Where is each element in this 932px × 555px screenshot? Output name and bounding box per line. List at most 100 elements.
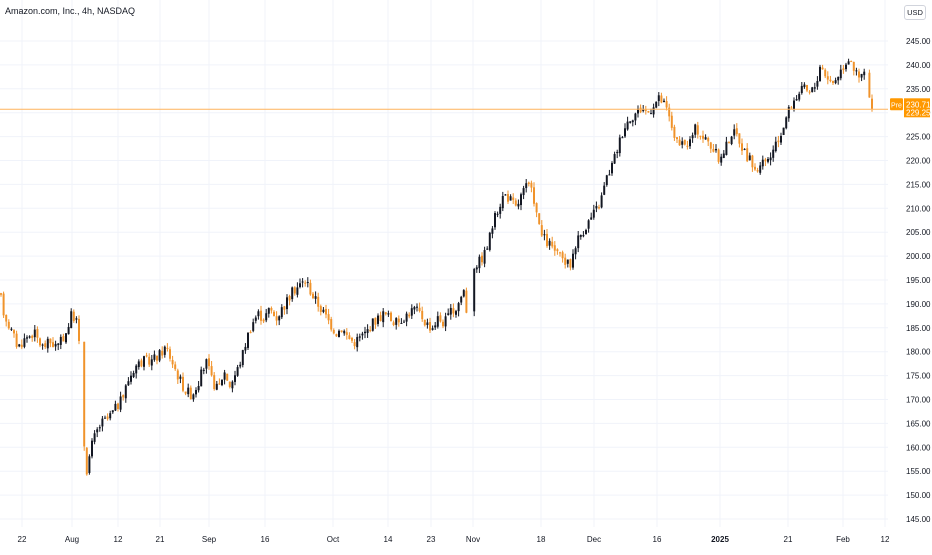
candle bbox=[140, 358, 143, 368]
time-tick-label: 23 bbox=[427, 535, 436, 544]
candle-body bbox=[403, 321, 405, 323]
candle bbox=[600, 192, 603, 209]
candle-body bbox=[728, 141, 730, 143]
candle-body bbox=[725, 141, 728, 155]
candle bbox=[319, 304, 322, 316]
candle bbox=[184, 391, 187, 396]
candle-body bbox=[187, 387, 190, 395]
candle-body bbox=[592, 209, 595, 218]
candle-body bbox=[140, 360, 143, 367]
candle-body bbox=[832, 80, 834, 84]
candle-body bbox=[408, 314, 411, 317]
candle bbox=[512, 193, 515, 205]
candle bbox=[811, 86, 814, 93]
candle-body bbox=[522, 188, 525, 196]
candle-body bbox=[603, 185, 606, 195]
candle-body bbox=[231, 381, 234, 389]
candle bbox=[335, 333, 338, 337]
candle bbox=[613, 151, 616, 165]
candle-body bbox=[416, 306, 418, 308]
candle bbox=[741, 138, 743, 156]
candle-body bbox=[335, 334, 338, 337]
candle bbox=[20, 339, 23, 350]
candle bbox=[241, 349, 244, 368]
symbol-title[interactable]: Amazon.com, Inc., 4h, NASDAQ bbox=[5, 6, 136, 16]
candle bbox=[548, 238, 551, 250]
time-tick-label: 21 bbox=[156, 535, 165, 544]
candle bbox=[720, 153, 723, 166]
candle bbox=[322, 307, 325, 314]
candle-body bbox=[169, 349, 171, 359]
candle bbox=[418, 302, 421, 313]
candle-body bbox=[312, 293, 314, 299]
candle bbox=[496, 211, 499, 218]
candle bbox=[436, 311, 439, 329]
candle bbox=[379, 311, 382, 322]
candle-body bbox=[855, 70, 858, 72]
candle-body bbox=[273, 311, 275, 317]
candle bbox=[504, 193, 507, 196]
candle bbox=[390, 311, 392, 322]
candle bbox=[816, 76, 819, 90]
candle bbox=[665, 96, 668, 111]
candle bbox=[54, 340, 57, 351]
candle bbox=[31, 334, 34, 342]
candle bbox=[694, 123, 697, 138]
candle-body bbox=[452, 308, 455, 314]
candle bbox=[746, 143, 749, 163]
candle bbox=[572, 249, 574, 270]
candle-body bbox=[2, 293, 5, 316]
candle-body bbox=[267, 308, 270, 314]
candle bbox=[657, 92, 660, 107]
candle-body bbox=[13, 330, 15, 334]
candle bbox=[509, 194, 512, 201]
candle-body bbox=[618, 137, 621, 154]
candle-body bbox=[218, 383, 221, 385]
time-axis[interactable]: 22 Aug 12 21 Sep 16 Oct 14 23 Nov 18 Dec 16 2025 21 Feb… bbox=[18, 535, 890, 544]
candle-body bbox=[325, 308, 327, 315]
candle-body bbox=[364, 331, 366, 334]
candle bbox=[507, 190, 509, 205]
candle bbox=[696, 121, 699, 139]
candle bbox=[169, 346, 171, 362]
candle-body bbox=[795, 99, 798, 101]
candle-body bbox=[761, 159, 764, 167]
candle bbox=[652, 103, 655, 118]
candle-body bbox=[39, 338, 41, 346]
candle bbox=[569, 258, 572, 271]
pre-value-bg bbox=[904, 98, 930, 111]
candle bbox=[179, 374, 182, 384]
candle-body bbox=[527, 182, 530, 185]
candle-body bbox=[54, 343, 57, 347]
candle-body bbox=[845, 64, 847, 70]
candle-body bbox=[826, 76, 829, 80]
candle-body bbox=[644, 109, 647, 111]
candle-body bbox=[696, 125, 699, 135]
candle bbox=[681, 137, 684, 149]
candle bbox=[821, 64, 824, 70]
candle bbox=[299, 278, 301, 289]
price-tick-label: 215.00 bbox=[906, 180, 931, 189]
candle bbox=[798, 91, 801, 102]
candle-body bbox=[296, 287, 299, 295]
currency-button[interactable]: USD bbox=[904, 5, 926, 20]
candle-body bbox=[67, 326, 70, 335]
candle-body bbox=[78, 318, 80, 342]
candle bbox=[767, 156, 769, 164]
candle-body bbox=[681, 141, 684, 145]
candle bbox=[228, 381, 231, 389]
candle bbox=[143, 355, 145, 371]
candle bbox=[348, 332, 351, 340]
candle-body bbox=[616, 151, 619, 154]
candle bbox=[439, 312, 442, 323]
candle-body bbox=[613, 154, 616, 164]
candle bbox=[733, 124, 736, 140]
candle bbox=[117, 402, 119, 412]
candle bbox=[832, 80, 834, 86]
candle-body bbox=[626, 121, 629, 130]
candle-body bbox=[647, 111, 650, 113]
candle bbox=[0, 292, 2, 297]
